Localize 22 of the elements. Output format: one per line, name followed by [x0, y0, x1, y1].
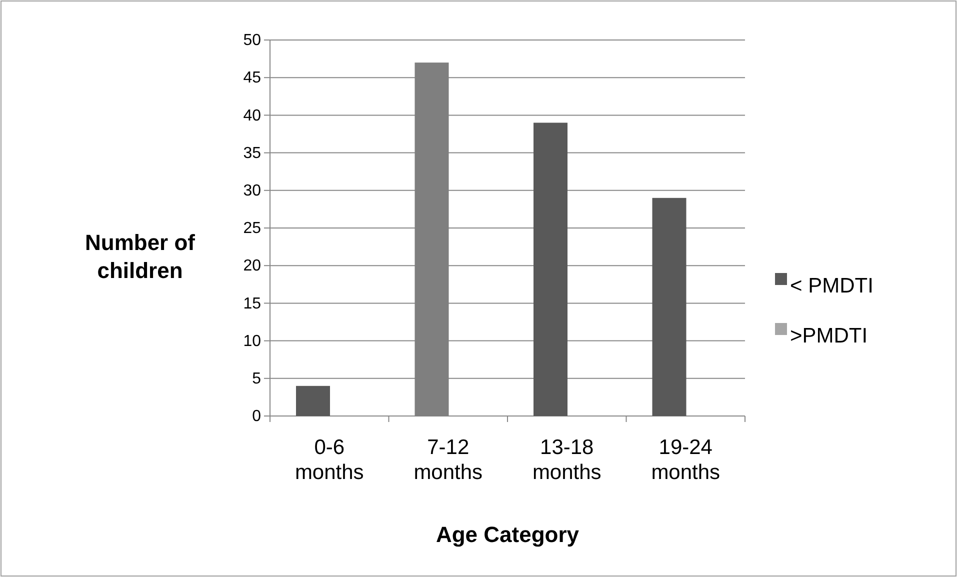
x-tick-label: 0-6 months — [294, 436, 364, 484]
bar — [296, 386, 330, 416]
legend-label: < PMDTI — [790, 274, 874, 298]
bar — [534, 122, 568, 416]
y-tick-label: 10 — [243, 332, 262, 350]
y-tick-label: 40 — [243, 107, 262, 124]
y-tick-label: 25 — [243, 220, 262, 238]
y-tick-label: 35 — [243, 144, 262, 162]
y-tick-label: 0 — [252, 408, 262, 426]
y-axis-title: Number of children — [85, 230, 196, 283]
y-tick-label: 5 — [252, 370, 262, 388]
y-tick-label: 20 — [243, 258, 262, 275]
y-tick-label: 45 — [243, 70, 262, 87]
x-axis-title: Age Category — [436, 522, 580, 547]
y-tick-label: 30 — [243, 182, 262, 200]
x-tick-label: 7-12 months — [414, 436, 483, 484]
bar — [652, 198, 686, 416]
y-tick-label: 15 — [243, 295, 262, 312]
x-tick-label: 19-24 months — [651, 436, 720, 484]
y-tick-label: 50 — [243, 32, 262, 50]
x-tick-label: 13-18 months — [532, 436, 602, 484]
legend-label: >PMDTI — [790, 324, 868, 348]
